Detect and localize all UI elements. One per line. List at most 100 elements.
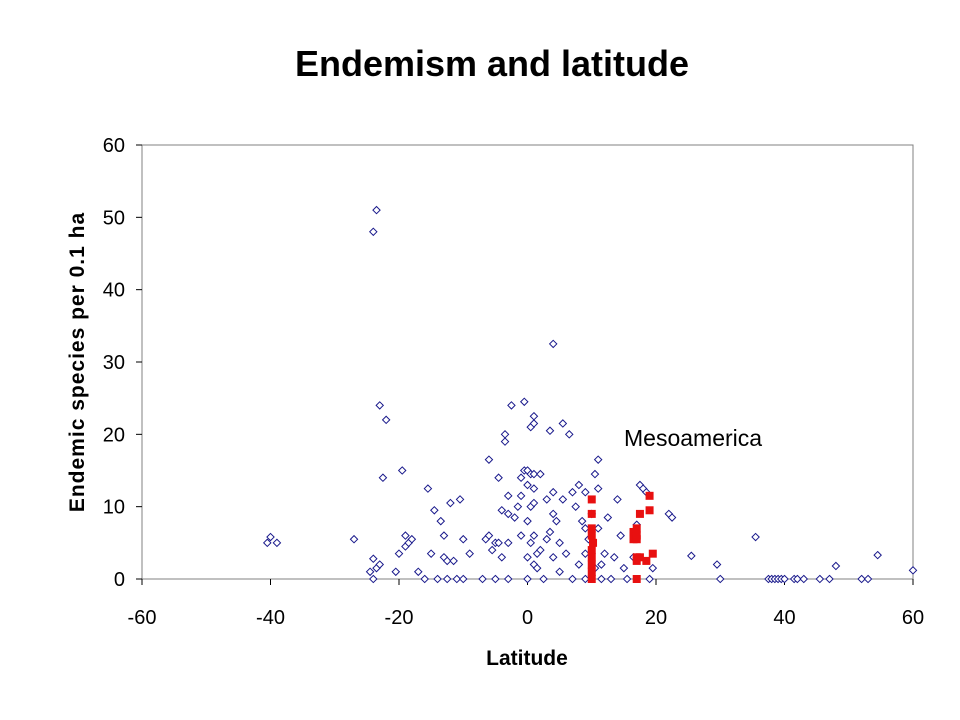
scatter-point: [433, 574, 442, 584]
scatter-point: [529, 469, 539, 479]
scatter-point: [487, 545, 497, 555]
scatter-point: [545, 527, 555, 537]
scatter-point: [532, 563, 542, 573]
x-tick-label: -40: [256, 607, 285, 629]
scatter-point: [368, 554, 378, 564]
x-tick-label: -60: [128, 607, 157, 629]
scatter-point: [545, 426, 555, 436]
scatter-point: [606, 574, 616, 584]
scatter-point: [561, 549, 571, 558]
mesoamerica-point: [645, 491, 654, 500]
scatter-point: [622, 574, 632, 584]
scatter-point: [590, 469, 600, 479]
mesoamerica-point: [645, 506, 654, 515]
scatter-point: [272, 538, 282, 548]
scatter-point: [516, 473, 526, 483]
scatter-point: [442, 556, 452, 566]
mesoamerica-point: [635, 553, 644, 562]
scatter-point: [667, 513, 677, 522]
x-tick-label: 20: [645, 607, 667, 629]
scatter-point: [436, 516, 446, 526]
scatter-point: [831, 561, 841, 571]
mesoamerica-point: [589, 538, 598, 547]
mesoamerica-point: [587, 495, 596, 504]
scatter-point: [465, 549, 474, 558]
scatter-point: [497, 552, 507, 562]
scatter-point: [507, 401, 516, 410]
scatter-point: [593, 524, 603, 533]
x-tick-label: 60: [902, 607, 924, 629]
y-tick-label: 60: [103, 135, 125, 157]
chart-title: Endemism and latitude: [295, 43, 689, 84]
scatter-point: [420, 574, 430, 584]
x-tick-label: 40: [773, 607, 795, 629]
scatter-point: [597, 574, 606, 584]
scatter-point: [494, 538, 503, 548]
scatter-point: [484, 455, 494, 464]
scatter-point: [430, 505, 439, 515]
scatter-point: [529, 484, 539, 493]
y-tick-label: 0: [114, 569, 125, 591]
scatter-point: [372, 205, 381, 215]
scatter-point: [564, 430, 574, 439]
scatter-point: [548, 487, 558, 497]
scatter-point: [863, 574, 873, 584]
scatter-point: [423, 484, 433, 493]
x-tick-label: 0: [522, 607, 533, 629]
y-tick-label: 20: [103, 424, 125, 446]
scatter-point: [815, 574, 825, 584]
scatter-point: [536, 469, 545, 479]
scatter-point: [368, 227, 378, 237]
scatter-point: [478, 574, 487, 584]
scatter-point: [581, 549, 590, 558]
scatter-point: [529, 498, 539, 508]
scatter-point: [558, 495, 568, 504]
scatter-point: [593, 484, 603, 493]
scatter-point: [458, 574, 468, 584]
y-tick-label: 10: [103, 497, 125, 519]
scatter-point: [568, 487, 577, 497]
y-tick-label: 30: [103, 352, 125, 374]
mesoamerica-annotation: Mesoamerica: [624, 425, 762, 451]
scatter-point: [523, 480, 532, 490]
scatter-point: [571, 502, 580, 511]
scatter-point: [381, 415, 391, 425]
mesoamerica-point: [587, 567, 596, 576]
scatter-point: [503, 491, 513, 501]
scatter-point: [799, 574, 809, 584]
scatter-point: [523, 516, 532, 526]
scatter-point: [523, 552, 532, 562]
scatter-point: [552, 516, 561, 526]
scatter-point: [542, 534, 552, 544]
scatter-point: [577, 516, 587, 526]
scatter-point: [619, 563, 629, 573]
scatter-point: [581, 524, 590, 533]
mesoamerica-point: [587, 531, 596, 540]
scatter-point: [397, 466, 407, 475]
scatter-point: [455, 495, 465, 504]
scatter-point: [548, 339, 558, 349]
scatter-point: [519, 397, 529, 407]
scatter-point: [523, 574, 532, 584]
scatter-point: [555, 567, 564, 577]
scatter-point: [593, 455, 603, 464]
mesoamerica-point: [642, 556, 651, 565]
mesoamerica-point: [587, 524, 596, 533]
scatter-point: [581, 574, 590, 584]
scatter-point: [529, 411, 539, 421]
scatter-point: [449, 556, 458, 566]
scatter-point: [581, 487, 590, 497]
scatter-point: [484, 531, 494, 540]
scatter-point: [503, 509, 513, 519]
scatter-point: [368, 574, 378, 584]
scatter-point: [542, 495, 552, 504]
scatter-point: [494, 473, 503, 483]
scatter-point: [407, 534, 417, 544]
scatter-point: [715, 574, 725, 584]
scatter-point: [616, 531, 625, 540]
scatter-point: [751, 532, 760, 542]
scatter-point: [510, 513, 519, 522]
scatter-point: [648, 563, 658, 573]
scatter-point: [529, 531, 539, 540]
scatter-point: [500, 437, 510, 446]
